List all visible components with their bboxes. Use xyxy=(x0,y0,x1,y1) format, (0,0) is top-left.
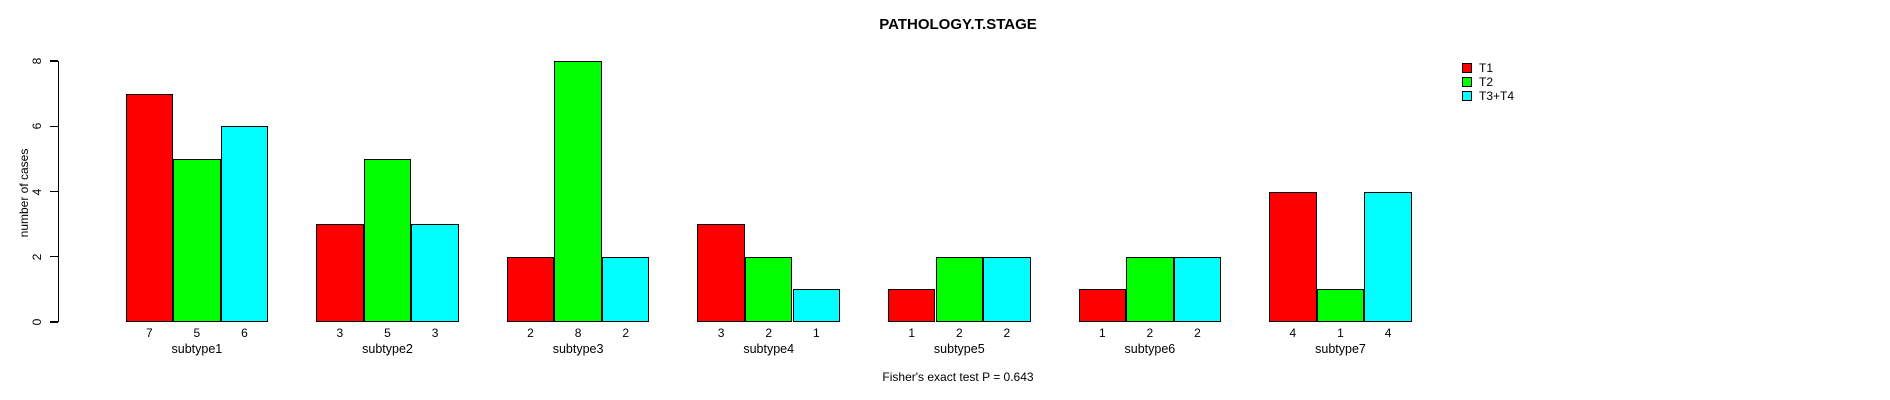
y-tick-label: 2 xyxy=(30,253,44,261)
y-tick-mark xyxy=(50,125,58,127)
bar-value-label: 3 xyxy=(717,326,725,340)
bar-value-label: 8 xyxy=(574,326,582,340)
bar xyxy=(1316,289,1365,322)
bar-value-label: 2 xyxy=(765,326,773,340)
bar-value-label: 5 xyxy=(384,326,391,340)
category-label: subtype7 xyxy=(1315,342,1366,356)
bar-value-label: 4 xyxy=(1384,326,1392,340)
y-tick-mark xyxy=(50,190,58,193)
y-axis-line xyxy=(58,61,60,322)
bar-value-label: 3 xyxy=(431,326,439,340)
bar xyxy=(601,256,650,322)
y-tick-label: 0 xyxy=(30,318,44,326)
legend-item: T1 xyxy=(1462,61,1514,75)
y-tick-label: 8 xyxy=(30,57,44,65)
bar-value-label: 1 xyxy=(812,326,820,340)
y-tick-label: 4 xyxy=(30,188,44,195)
y-tick-mark xyxy=(50,256,58,258)
bar-value-label: 7 xyxy=(145,326,153,340)
category-label: subtype4 xyxy=(743,342,795,356)
y-tick-label: 6 xyxy=(30,122,44,130)
legend-label: T1 xyxy=(1479,61,1494,75)
bar xyxy=(792,289,841,322)
bar xyxy=(887,289,936,322)
category-label: subtype6 xyxy=(1124,342,1176,356)
category-label: subtype2 xyxy=(362,342,413,356)
legend-label: T2 xyxy=(1479,75,1494,89)
bar xyxy=(1173,256,1222,322)
footnote: Fisher's exact test P = 0.643 xyxy=(882,370,1034,384)
bar-value-label: 3 xyxy=(336,326,344,340)
y-tick-mark xyxy=(50,60,58,62)
bar-value-label: 5 xyxy=(193,326,201,340)
bar xyxy=(1269,191,1317,322)
bar-value-label: 2 xyxy=(1003,326,1011,340)
legend-item: T2 xyxy=(1462,75,1514,89)
bar-value-label: 1 xyxy=(1337,326,1344,340)
legend-swatch xyxy=(1462,91,1472,101)
bar xyxy=(173,158,221,322)
category-label: subtype3 xyxy=(552,342,604,356)
legend-item: T3+T4 xyxy=(1462,89,1514,103)
bar xyxy=(316,224,364,322)
bar-value-label: 1 xyxy=(1098,326,1106,340)
legend-swatch xyxy=(1462,63,1472,73)
bar-value-label: 2 xyxy=(955,326,963,340)
bar-value-label: 2 xyxy=(622,326,630,340)
y-tick-mark xyxy=(50,321,58,323)
y-axis-label: number of cases xyxy=(17,148,31,238)
bar xyxy=(363,158,412,322)
bar xyxy=(744,256,793,322)
bar xyxy=(1364,191,1412,322)
bar-value-label: 2 xyxy=(1146,326,1154,340)
bar xyxy=(506,256,555,322)
bar-value-label: 1 xyxy=(908,326,916,340)
bar-value-label: 4 xyxy=(1289,326,1297,340)
bar xyxy=(554,61,602,322)
bar-value-label: 6 xyxy=(241,326,248,340)
bar xyxy=(411,224,459,322)
bar xyxy=(697,224,745,322)
bar xyxy=(125,93,174,322)
bar-value-label: 2 xyxy=(527,326,534,340)
bar xyxy=(1078,289,1127,322)
bar-value-label: 2 xyxy=(1194,326,1201,340)
bar xyxy=(935,256,984,322)
bar xyxy=(983,256,1031,322)
chart-title: PATHOLOGY.T.STAGE xyxy=(879,16,1037,33)
legend: T1 T2 T3+T4 xyxy=(1462,61,1514,103)
legend-label: T3+T4 xyxy=(1479,89,1515,103)
legend-swatch xyxy=(1462,77,1472,87)
bar xyxy=(1126,256,1174,322)
category-label: subtype1 xyxy=(171,342,223,356)
bar xyxy=(220,126,269,322)
category-label: subtype5 xyxy=(933,342,985,356)
